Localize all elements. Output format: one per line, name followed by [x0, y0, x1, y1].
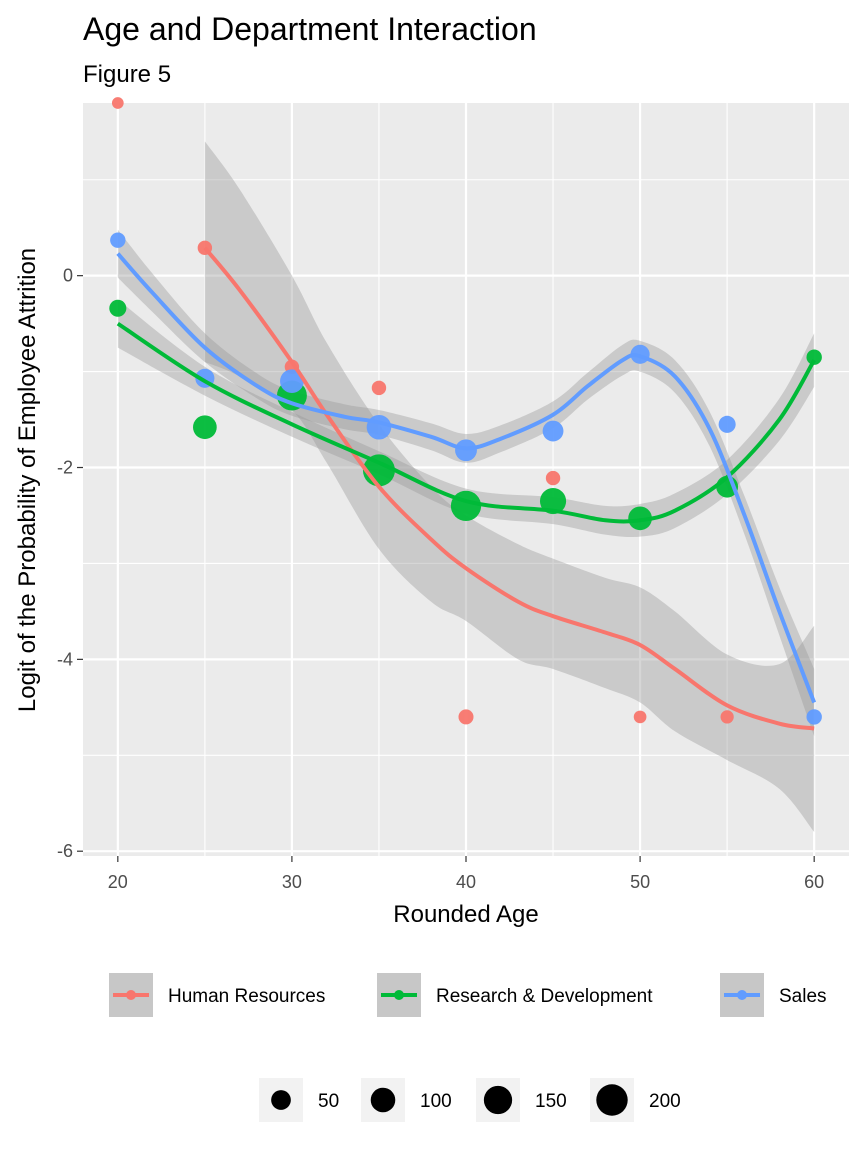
data-point [720, 710, 734, 724]
data-point [366, 414, 392, 440]
size-legend-label: 100 [420, 1091, 452, 1112]
smooth-lines [116, 246, 817, 731]
data-point [806, 709, 822, 725]
size-legend-item: 100 [361, 1078, 452, 1122]
legend-item: Human Resources [109, 973, 325, 1017]
x-tick-label: 60 [804, 872, 824, 892]
size-legend-item: 200 [590, 1078, 681, 1122]
size-legend-dot [370, 1087, 396, 1113]
chart-title: Age and Department Interaction [83, 11, 537, 47]
data-point [193, 415, 217, 440]
data-point [539, 488, 567, 515]
x-axis-title: Rounded Age [393, 901, 538, 928]
y-tick-label: -2 [57, 458, 73, 478]
data-point [371, 380, 387, 396]
size-legend-item: 150 [476, 1078, 567, 1122]
legend-key-dot [126, 990, 136, 1000]
size-legend: 50 100 150 200 [259, 1078, 681, 1122]
legend-label: Sales [779, 986, 827, 1007]
data-point [545, 470, 561, 486]
x-tick-label: 20 [108, 872, 128, 892]
smooth-line [203, 246, 815, 731]
x-tick-label: 40 [456, 872, 476, 892]
size-legend-dot [596, 1084, 628, 1116]
axes: 20 30 40 50 60 -6 -4 -2 0 [57, 266, 824, 892]
legend-key-dot [737, 990, 747, 1000]
legend-key-dot [394, 990, 404, 1000]
size-legend-label: 50 [318, 1091, 339, 1112]
size-legend-dot [483, 1085, 513, 1115]
confidence-band [117, 299, 815, 538]
size-legend-dot [271, 1090, 291, 1110]
y-tick-label: -6 [57, 841, 73, 861]
size-legend-label: 150 [535, 1091, 567, 1112]
data-point [806, 349, 822, 365]
data-point [458, 709, 474, 725]
legend-label: Human Resources [168, 986, 325, 1007]
data-point [280, 369, 304, 394]
legend-label: Research & Development [436, 986, 653, 1007]
legend-item: Sales [720, 973, 827, 1017]
data-point [633, 710, 647, 724]
grid [83, 103, 849, 856]
x-tick-label: 50 [630, 872, 650, 892]
y-tick-label: -4 [57, 649, 73, 669]
color-legend: Human Resources Research & Development Sal… [109, 973, 827, 1017]
data-point [109, 299, 127, 317]
legend-item: Research & Development [377, 973, 653, 1017]
chart-subtitle: Figure 5 [83, 61, 171, 88]
x-tick-label: 30 [282, 872, 302, 892]
size-legend-item: 50 [259, 1078, 339, 1122]
data-point [542, 420, 564, 442]
data-point [111, 97, 124, 109]
data-point [718, 415, 736, 433]
data-point [110, 232, 126, 248]
y-axis-title: Logit of the Probability of Employee Att… [14, 248, 41, 712]
data-point [450, 490, 482, 521]
smooth-line [116, 252, 817, 704]
y-tick-label: 0 [63, 266, 73, 286]
size-legend-label: 200 [649, 1091, 681, 1112]
